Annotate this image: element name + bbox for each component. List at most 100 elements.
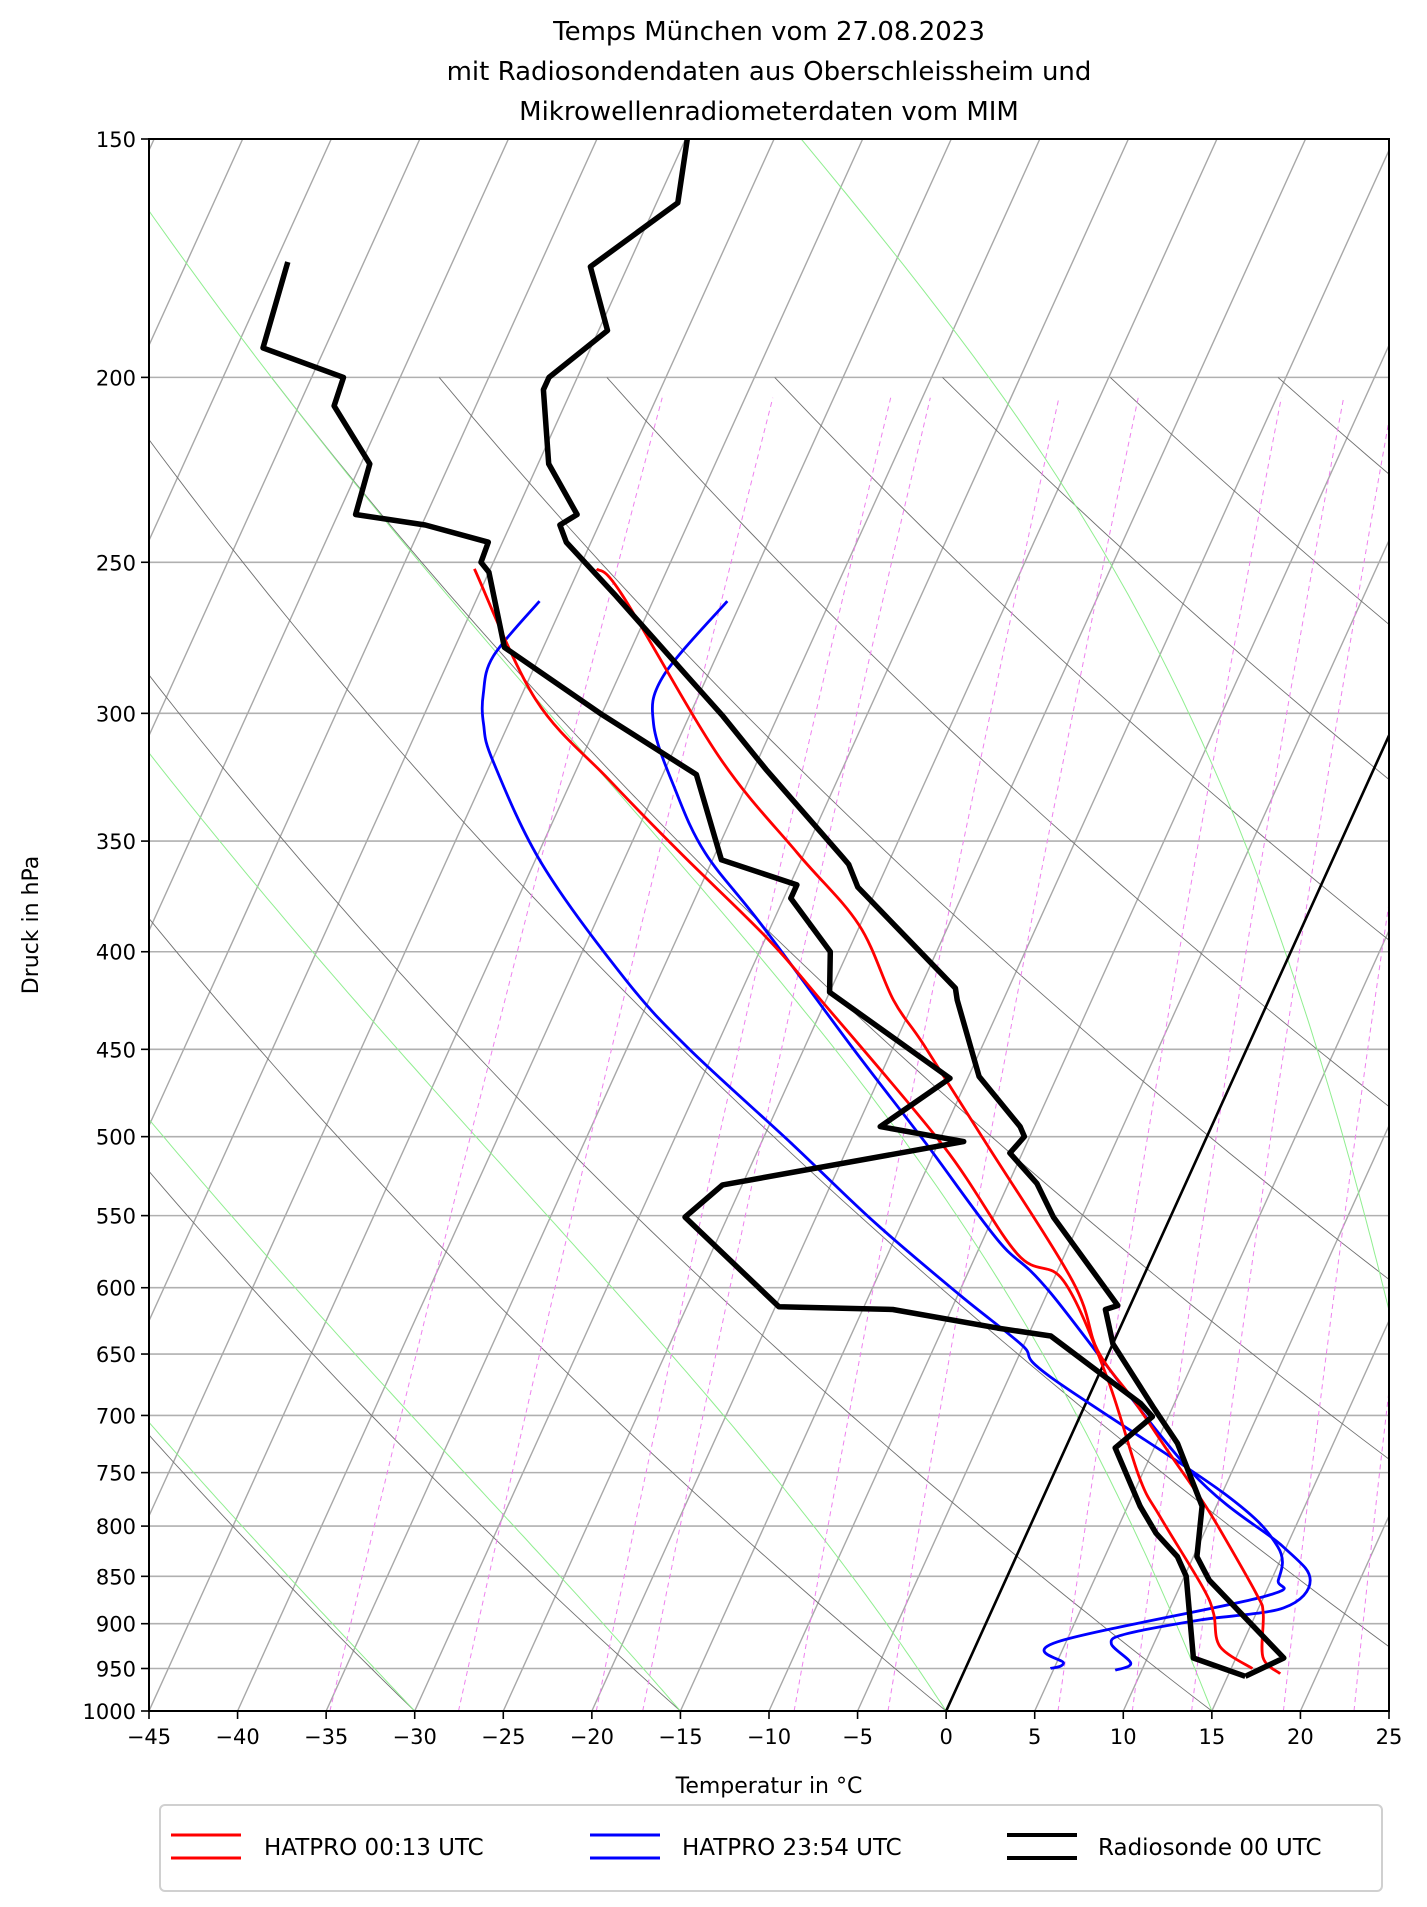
series-hatpro-00-13-utc bbox=[473, 567, 1282, 1675]
chart-title-line-1: Temps München vom 27.08.2023 bbox=[552, 17, 985, 47]
moist-adiabat-line bbox=[149, 1118, 681, 1711]
radiosonde-curve-2 bbox=[260, 261, 1247, 1679]
legend-box bbox=[159, 1804, 1383, 1892]
isotherm-line bbox=[236, 139, 952, 1711]
x-tick-label: −15 bbox=[658, 1725, 702, 1749]
isotherm-line bbox=[149, 139, 775, 1518]
y-tick-label: 650 bbox=[96, 1343, 136, 1367]
mixing-ratio-line bbox=[887, 397, 1139, 1711]
moist-adiabat-line bbox=[149, 1421, 416, 1711]
mixing-ratio-line bbox=[642, 397, 931, 1711]
x-axis-label: Temperatur in °C bbox=[675, 1774, 863, 1799]
moist-adiabat-line bbox=[149, 209, 1213, 1711]
y-tick-label: 150 bbox=[96, 128, 136, 152]
dry-adiabat-line bbox=[271, 377, 1389, 1460]
y-tick-label: 250 bbox=[96, 551, 136, 575]
x-tick-label: −30 bbox=[393, 1725, 437, 1749]
radiosonde-curve-1 bbox=[540, 139, 1287, 1679]
isotherm-line bbox=[768, 343, 1389, 1711]
hatpro-curve-1 bbox=[651, 600, 1312, 1672]
chart-title-line-2: mit Radiosondendaten aus Oberschleisshei… bbox=[447, 57, 1092, 87]
y-tick-label: 200 bbox=[96, 366, 136, 390]
legend-entry-hatpro-0013: HATPRO 00:13 UTC bbox=[171, 1833, 484, 1861]
legend-entry-hatpro-2354: HATPRO 23:54 UTC bbox=[590, 1833, 902, 1861]
isotherm-line bbox=[414, 139, 1130, 1711]
data-series bbox=[260, 139, 1312, 1679]
dry-adiabat-line bbox=[942, 377, 1389, 781]
y-tick-label: 1000 bbox=[83, 1700, 136, 1724]
y-tick-label: 400 bbox=[96, 941, 136, 965]
x-axis: −45 −40 −35 −30 −25 −20 −15 −10 −5 0 5 10 15 20 25 bbox=[127, 1711, 1403, 1749]
mixing-ratio-line bbox=[793, 397, 1060, 1711]
moist-adiabat-line bbox=[800, 139, 1389, 1313]
dry-adiabat-line bbox=[1277, 377, 1389, 475]
legend-label: HATPRO 00:13 UTC bbox=[264, 1835, 484, 1861]
background-lines bbox=[149, 139, 1389, 1711]
hatpro-curve-2 bbox=[480, 600, 1286, 1670]
isotherm-line bbox=[149, 139, 421, 738]
mixing-ratio-line bbox=[1131, 397, 1345, 1711]
y-tick-label: 750 bbox=[96, 1462, 136, 1486]
x-tick-label: 15 bbox=[1198, 1725, 1225, 1749]
isotherm-line bbox=[149, 139, 510, 933]
series-radiosonde-00-utc bbox=[260, 139, 1287, 1679]
dry-adiabat-line bbox=[149, 917, 947, 1711]
y-tick-label: 300 bbox=[96, 702, 136, 726]
y-tick-label: 900 bbox=[96, 1613, 136, 1637]
legend-entry-radiosonde: Radiosonde 00 UTC bbox=[1007, 1833, 1322, 1861]
x-tick-label: −5 bbox=[842, 1725, 873, 1749]
moist-adiabat-line bbox=[149, 752, 947, 1711]
x-tick-label: 25 bbox=[1376, 1725, 1403, 1749]
legend: HATPRO 00:13 UTC HATPRO 23:54 UTC Radios… bbox=[159, 1804, 1383, 1892]
series-hatpro-23-54-utc bbox=[480, 600, 1312, 1672]
legend-label: Radiosonde 00 UTC bbox=[1098, 1835, 1322, 1861]
mixing-ratio-line bbox=[1282, 899, 1389, 1711]
isotherm-line bbox=[149, 139, 332, 543]
dry-adiabat-line bbox=[438, 377, 1389, 1280]
legend-label: HATPRO 23:54 UTC bbox=[682, 1835, 902, 1861]
mixing-ratio-line bbox=[1057, 397, 1282, 1711]
dry-adiabat-line bbox=[149, 1434, 416, 1711]
hatpro-curve-2 bbox=[473, 568, 1254, 1670]
x-tick-label: 20 bbox=[1287, 1725, 1314, 1749]
isotherm-line bbox=[945, 733, 1389, 1711]
y-tick-label: 950 bbox=[96, 1657, 136, 1681]
dry-adiabat-line bbox=[606, 377, 1389, 1108]
x-tick-label: 5 bbox=[1028, 1725, 1041, 1749]
x-tick-label: −10 bbox=[747, 1725, 791, 1749]
isotherm-line bbox=[856, 538, 1389, 1711]
dry-adiabat-line bbox=[149, 674, 1213, 1711]
mixing-ratio-line bbox=[595, 397, 892, 1711]
isotherm-line bbox=[591, 139, 1307, 1711]
mixing-ratio-line bbox=[1353, 1386, 1389, 1711]
dry-adiabat-line bbox=[149, 438, 1389, 1648]
isotherm-line bbox=[149, 139, 864, 1711]
hatpro-curve-1 bbox=[595, 567, 1282, 1675]
dry-adiabat-line bbox=[774, 377, 1389, 941]
x-tick-label: −45 bbox=[127, 1725, 171, 1749]
isotherm-line bbox=[1034, 928, 1389, 1711]
y-axis-label: Druck in hPa bbox=[19, 856, 44, 995]
y-tick-label: 700 bbox=[96, 1404, 136, 1428]
isotherm-line bbox=[1122, 1124, 1389, 1711]
isotherm-line bbox=[149, 139, 598, 1128]
x-tick-label: −25 bbox=[481, 1725, 525, 1749]
isotherm-line bbox=[149, 139, 687, 1323]
dry-adiabat-line bbox=[149, 1170, 681, 1711]
x-tick-label: 10 bbox=[1110, 1725, 1137, 1749]
isotherm-line bbox=[325, 139, 1041, 1711]
mixing-ratio-line bbox=[1191, 417, 1389, 1711]
x-tick-label: 0 bbox=[939, 1725, 952, 1749]
y-tick-label: 800 bbox=[96, 1515, 136, 1539]
zero-degree-isotherm bbox=[944, 732, 1389, 1711]
isotherm-line bbox=[1388, 1709, 1389, 1711]
y-tick-label: 450 bbox=[96, 1038, 136, 1062]
y-tick-label: 500 bbox=[96, 1126, 136, 1150]
x-tick-label: −20 bbox=[570, 1725, 614, 1749]
y-tick-label: 600 bbox=[96, 1277, 136, 1301]
isotherm-line bbox=[679, 148, 1389, 1711]
y-tick-label: 350 bbox=[96, 830, 136, 854]
isotherm-line bbox=[1211, 1319, 1389, 1711]
y-axis: 150 200 250 300 350 400 450 500 550 600 650 700 750 8… bbox=[83, 128, 149, 1724]
y-tick-label: 850 bbox=[96, 1565, 136, 1589]
